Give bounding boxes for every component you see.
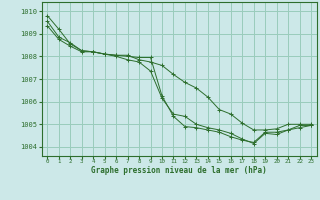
X-axis label: Graphe pression niveau de la mer (hPa): Graphe pression niveau de la mer (hPa) bbox=[91, 166, 267, 175]
